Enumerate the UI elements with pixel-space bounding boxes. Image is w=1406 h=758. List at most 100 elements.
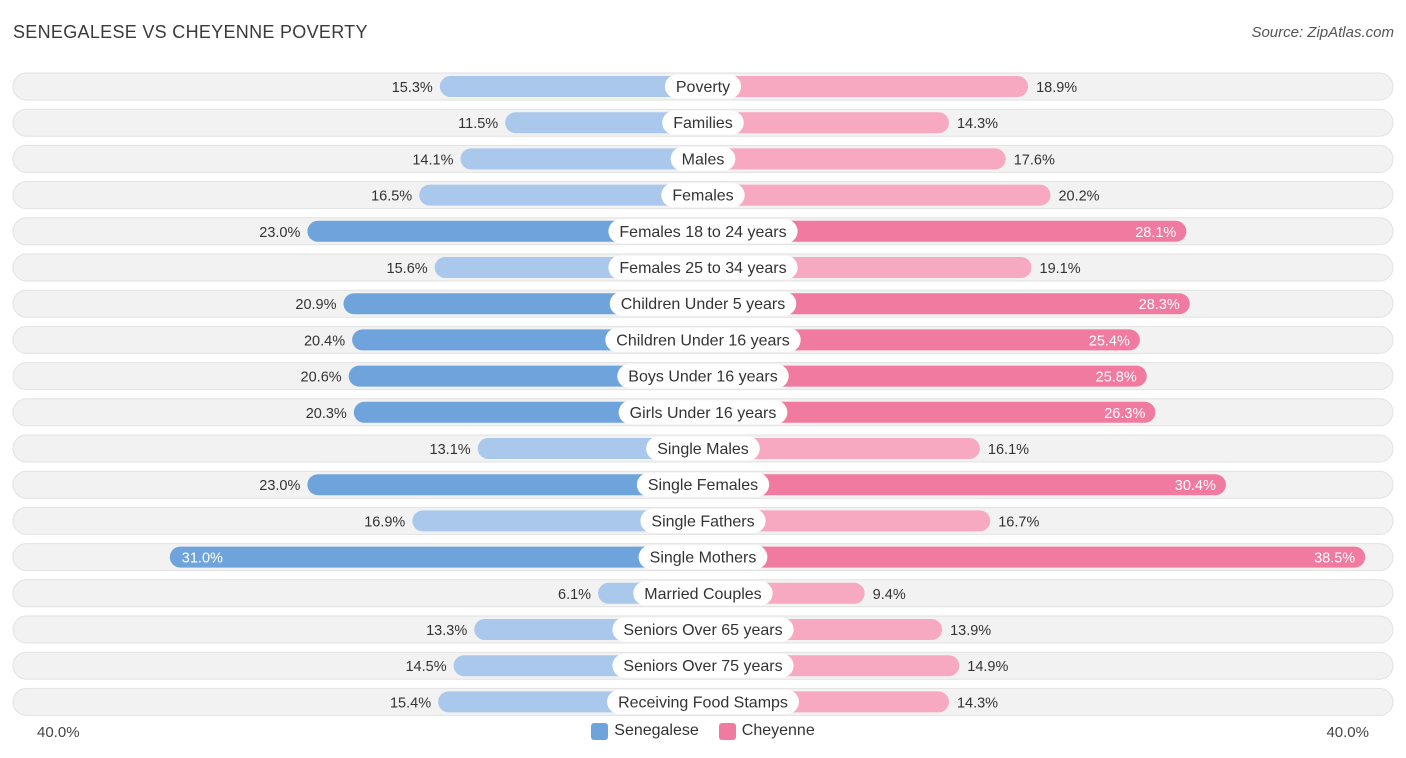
bar-senegalese [460,148,703,170]
category-label-pill [662,110,744,135]
bar-cheyenne [703,76,1029,97]
category-label-pill [605,327,801,352]
category-label-pill [636,472,770,497]
category-label-pill [638,545,768,570]
value-label-senegalese: 6.1% [558,587,591,603]
value-label-senegalese: 15.6% [387,261,428,277]
bar-senegalese [439,76,703,97]
value-label-cheyenne: 13.9% [950,623,991,639]
category-label-pill [646,436,760,461]
bar-senegalese [419,184,703,206]
value-label-senegalese: 16.5% [371,189,412,205]
category-label-pill [618,400,788,425]
bar-cheyenne [703,510,991,532]
bar-cheyenne [703,148,1006,170]
bar-cheyenne [703,293,1190,315]
legend-item-senegalese: Senegalese [591,722,699,740]
value-label-cheyenne: 17.6% [1014,152,1055,168]
value-label-senegalese: 20.4% [304,333,345,349]
category-label: Females 18 to 24 years [619,224,786,241]
chart-title: SENEGALESE VS CHEYENNE POVERTY [13,22,368,42]
value-label-senegalese: 13.3% [426,623,467,639]
bar-cheyenne [703,220,1187,242]
value-label-cheyenne: 28.3% [1139,297,1180,313]
category-label: Boys Under 16 years [628,369,777,386]
value-label-cheyenne: 25.4% [1089,333,1130,349]
value-label-cheyenne: 26.3% [1104,406,1145,422]
value-label-cheyenne: 38.5% [1314,551,1355,567]
value-label-cheyenne: 16.1% [988,442,1029,458]
bar-cheyenne [703,184,1051,206]
category-label: Single Mothers [650,550,757,567]
source-note: Source: ZipAtlas.com [1251,24,1394,41]
value-label-senegalese: 20.9% [295,297,336,313]
bar-senegalese [505,112,703,134]
category-label-pill [661,183,745,208]
value-label-cheyenne: 28.1% [1135,225,1176,241]
category-label-pill [633,581,773,606]
value-label-cheyenne: 14.9% [967,659,1008,675]
category-label-pill [609,291,797,316]
category-label: Poverty [676,79,730,96]
value-label-senegalese: 11.5% [458,116,498,132]
category-label: Single Females [648,477,758,494]
legend-label-senegalese: Senegalese [614,722,699,739]
value-label-senegalese: 14.5% [405,659,446,675]
category-label: Seniors Over 65 years [623,622,782,639]
category-label: Females [672,188,733,205]
value-label-senegalese: 15.3% [392,80,433,96]
category-label-pill [608,255,798,280]
legend-item-cheyenne: Cheyenne [718,722,815,740]
bar-senegalese [477,438,703,459]
value-label-senegalese: 20.3% [306,406,347,422]
bar-senegalese [307,474,703,496]
value-label-cheyenne: 16.7% [998,514,1039,530]
category-label: Males [682,151,725,168]
category-label-pill [612,653,794,678]
bar-cheyenne [703,401,1156,423]
value-label-cheyenne: 9.4% [873,587,906,603]
value-label-senegalese: 23.0% [259,478,300,494]
axis-right-label: 40.0% [1326,724,1369,741]
bar-cheyenne [703,365,1147,387]
category-label-pill [670,146,736,171]
value-label-senegalese: 13.1% [430,442,471,458]
category-label: Children Under 5 years [621,296,786,313]
category-label: Girls Under 16 years [630,405,777,422]
value-label-cheyenne: 14.3% [957,116,998,132]
value-label-senegalese: 15.4% [390,695,431,711]
bar-senegalese [353,401,703,423]
bar-cheyenne [703,438,980,459]
category-label-pill [664,74,742,99]
value-label-cheyenne: 19.1% [1040,261,1081,277]
value-label-senegalese: 20.6% [301,370,342,386]
axis-left-label: 40.0% [37,724,80,741]
legend-label-cheyenne: Cheyenne [741,722,815,739]
bar-cheyenne [703,112,949,134]
value-label-cheyenne: 20.2% [1058,189,1099,205]
legend: Senegalese Cheyenne [0,722,1406,740]
category-label: Families [673,115,733,132]
bar-cheyenne [703,474,1226,496]
category-label: Single Fathers [651,513,754,530]
bar-senegalese [307,220,703,242]
category-label-pill [607,689,799,714]
bar-cheyenne [703,546,1366,568]
category-label: Females 25 to 34 years [619,260,786,277]
category-label-pill [617,364,789,389]
legend-swatch-senegalese [591,722,609,740]
value-label-senegalese: 16.9% [364,514,405,530]
legend-swatch-cheyenne [718,722,736,740]
value-label-cheyenne: 30.4% [1175,478,1216,494]
category-label-pill [608,219,798,244]
category-label-pill [640,508,766,533]
value-label-cheyenne: 14.3% [957,695,998,711]
value-label-cheyenne: 18.9% [1036,80,1077,96]
value-label-senegalese: 31.0% [182,551,223,567]
value-label-cheyenne: 25.8% [1096,370,1137,386]
category-label: Receiving Food Stamps [618,694,788,711]
category-label: Single Males [657,441,749,458]
bar-senegalese [348,365,703,387]
bar-senegalese [412,510,703,532]
